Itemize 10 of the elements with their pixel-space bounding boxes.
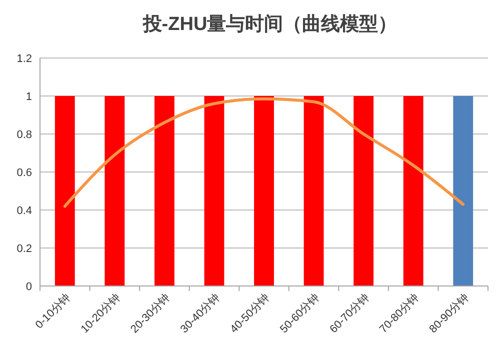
y-tick-label: 1.2 [16,53,32,65]
y-tick-label: 0 [26,281,32,293]
line-series [63,97,465,208]
y-tick-label: 0.4 [16,205,32,217]
y-tick-label: 1 [26,91,32,103]
chart-title: 投-ZHU量与时间（曲线模型） [142,13,398,35]
y-tick-label: 0.8 [16,129,32,141]
y-tick-label: 0.6 [16,167,32,179]
x-tick-label: 0-10分钟 [33,292,74,332]
y-tick-label: 0.2 [16,243,32,255]
